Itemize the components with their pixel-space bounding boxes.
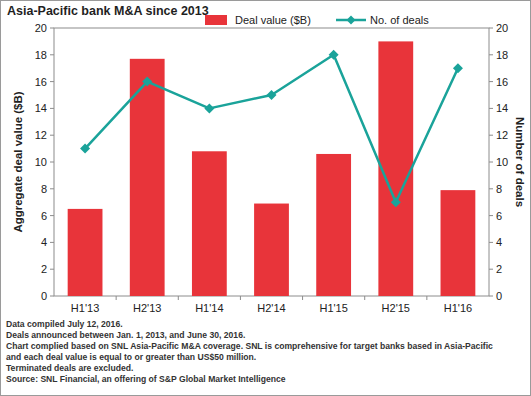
y2-tick-label: 6 (496, 210, 502, 222)
marker (204, 103, 214, 113)
y-tick (50, 54, 54, 55)
y-tick-label: 14 (35, 102, 47, 114)
y-tick (50, 28, 54, 29)
y-tick-label: 18 (35, 49, 47, 61)
note: Data compiled July 12, 2016. (6, 319, 123, 329)
x-tick (426, 296, 427, 300)
y2-tick (489, 269, 493, 270)
note: Source: SNL Financial, an offering of S&… (6, 374, 286, 384)
marker (329, 50, 339, 60)
x-tick-label: H1'13 (71, 302, 99, 314)
bar (192, 151, 227, 296)
bar (68, 209, 103, 296)
y2-tick (489, 188, 493, 189)
legend-label: No. of deals (370, 14, 429, 26)
y2-tick (489, 54, 493, 55)
y2-tick-label: 18 (496, 49, 508, 61)
marker (142, 77, 152, 87)
y-tick-label: 20 (35, 22, 47, 34)
y-tick (50, 296, 54, 297)
y-tick (50, 215, 54, 216)
y2-tick-label: 14 (496, 102, 508, 114)
x-tick-label: H2'15 (382, 302, 410, 314)
x-tick (364, 296, 365, 300)
line (85, 55, 458, 202)
chart: Asia-Pacific bank M&A since 2013 0 2 4 6 8 10 1… (0, 0, 531, 396)
note: Deals announced between Jan. 1, 2013, an… (6, 330, 245, 340)
bar (378, 41, 413, 296)
bar (316, 154, 351, 296)
y-tick-label: 0 (41, 290, 47, 302)
y2-tick (489, 135, 493, 136)
border (1, 1, 531, 396)
x-tick-label: H1'14 (195, 302, 223, 314)
y2-tick-label: 2 (496, 263, 502, 275)
y2-tick (489, 215, 493, 216)
y2-tick (489, 108, 493, 109)
y2-tick (489, 242, 493, 243)
y-tick (50, 135, 54, 136)
y-tick (50, 188, 54, 189)
note: Terminated deals are excluded. (6, 363, 133, 373)
y2-axis-label: Number of deals (514, 117, 526, 207)
y-tick-label: 16 (35, 76, 47, 88)
legend-marker (347, 16, 356, 25)
marker (391, 197, 401, 207)
y2-tick-label: 16 (496, 76, 508, 88)
y2-tick-label: 0 (496, 290, 502, 302)
x-tick (302, 296, 303, 300)
y-tick (50, 108, 54, 109)
y-tick-label: 2 (41, 263, 47, 275)
note: Chart complied based on SNL Asia-Pacific… (6, 341, 493, 351)
x-tick-label: H1'15 (319, 302, 347, 314)
y2-tick-label: 12 (496, 129, 508, 141)
title: Asia-Pacific bank M&A since 2013 (7, 4, 209, 18)
x-tick (116, 296, 117, 300)
x-tick (178, 296, 179, 300)
y2-tick (489, 296, 493, 297)
y-axis-label: Aggregate deal value ($B) (12, 91, 24, 232)
y-tick-label: 4 (41, 236, 47, 248)
y2-tick-label: 4 (496, 236, 502, 248)
marker (453, 63, 463, 73)
y-tick (50, 242, 54, 243)
bar (441, 190, 476, 296)
y2-tick-label: 20 (496, 22, 508, 34)
plot-frame (54, 28, 489, 296)
bar (254, 204, 289, 296)
legend: Deal value ($B) No. of deals (205, 14, 429, 26)
y2-tick (489, 81, 493, 82)
y-tick (50, 269, 54, 270)
y2-tick-label: 10 (496, 156, 508, 168)
data-group (68, 41, 476, 296)
x-tick-label: H2'13 (133, 302, 161, 314)
marker (267, 90, 277, 100)
note: and each deal value is equal to or great… (6, 352, 256, 362)
y-tick-label: 6 (41, 210, 47, 222)
y-tick (50, 81, 54, 82)
marker (80, 144, 90, 154)
x-tick-label: H2'14 (257, 302, 285, 314)
x-tick (240, 296, 241, 300)
y2-tick-label: 8 (496, 183, 502, 195)
x-tick-label: H1'16 (444, 302, 472, 314)
y2-tick (489, 28, 493, 29)
legend-label: Deal value ($B) (235, 14, 311, 26)
y-tick-label: 10 (35, 156, 47, 168)
y2-tick (489, 162, 493, 163)
y-tick-label: 12 (35, 129, 47, 141)
y-tick-label: 8 (41, 183, 47, 195)
legend-swatch (205, 15, 227, 25)
y-tick (50, 162, 54, 163)
